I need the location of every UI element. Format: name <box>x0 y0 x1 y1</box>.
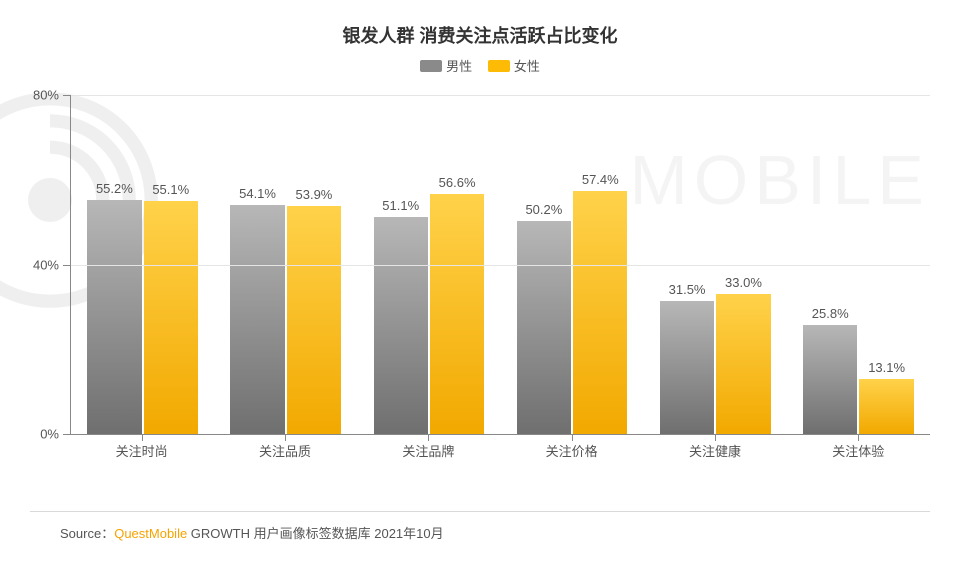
footer-divider <box>30 511 930 512</box>
source-prefix: Source： <box>60 526 114 541</box>
chart-legend: 男性 女性 <box>0 56 960 75</box>
legend-item-female: 女性 <box>488 56 540 75</box>
bar-value-label: 33.0% <box>725 275 762 290</box>
bar-value-label: 50.2% <box>525 202 562 217</box>
bar-male: 31.5% <box>660 301 714 434</box>
y-axis-label: 40% <box>33 257 59 272</box>
bar-value-label: 53.9% <box>296 187 333 202</box>
bar-female: 57.4% <box>573 191 627 434</box>
bar-value-label: 13.1% <box>868 360 905 375</box>
x-tick <box>428 435 429 441</box>
bar-male: 50.2% <box>517 221 571 434</box>
y-tick <box>63 265 71 266</box>
x-tick <box>572 435 573 441</box>
bar-value-label: 57.4% <box>582 172 619 187</box>
x-axis-labels: 关注时尚关注品质关注品牌关注价格关注健康关注体验 <box>70 435 930 465</box>
chart-plot: 55.2%55.1%54.1%53.9%51.1%56.6%50.2%57.4%… <box>70 95 930 435</box>
y-tick <box>63 95 71 96</box>
y-axis-label: 0% <box>40 427 59 442</box>
y-axis-label: 80% <box>33 88 59 103</box>
x-tick <box>142 435 143 441</box>
bar-female: 13.1% <box>859 379 913 435</box>
bar-female: 55.1% <box>144 201 198 434</box>
bar-value-label: 56.6% <box>439 175 476 190</box>
source-line: Source：QuestMobile GROWTH 用户画像标签数据库 2021… <box>60 523 444 542</box>
bar-female: 33.0% <box>716 294 770 434</box>
chart-area: 55.2%55.1%54.1%53.9%51.1%56.6%50.2%57.4%… <box>70 95 930 465</box>
legend-swatch-male <box>420 60 442 72</box>
x-tick <box>858 435 859 441</box>
gridline <box>71 265 930 266</box>
bar-male: 25.8% <box>803 325 857 434</box>
legend-label-male: 男性 <box>446 56 472 75</box>
legend-label-female: 女性 <box>514 56 540 75</box>
source-suffix: GROWTH 用户画像标签数据库 2021年10月 <box>187 526 443 541</box>
bar-male: 55.2% <box>87 200 141 434</box>
x-tick <box>715 435 716 441</box>
bar-value-label: 55.2% <box>96 181 133 196</box>
bar-value-label: 54.1% <box>239 186 276 201</box>
bar-value-label: 55.1% <box>152 182 189 197</box>
bar-value-label: 51.1% <box>382 198 419 213</box>
source-brand: QuestMobile <box>114 526 187 541</box>
bar-female: 53.9% <box>287 206 341 434</box>
legend-item-male: 男性 <box>420 56 472 75</box>
gridline <box>71 95 930 96</box>
bar-value-label: 31.5% <box>669 282 706 297</box>
bar-male: 51.1% <box>374 217 428 434</box>
chart-title: 银发人群 消费关注点活跃占比变化 <box>0 0 960 48</box>
x-tick <box>285 435 286 441</box>
bar-value-label: 25.8% <box>812 306 849 321</box>
bar-female: 56.6% <box>430 194 484 434</box>
bar-male: 54.1% <box>230 205 284 434</box>
legend-swatch-female <box>488 60 510 72</box>
